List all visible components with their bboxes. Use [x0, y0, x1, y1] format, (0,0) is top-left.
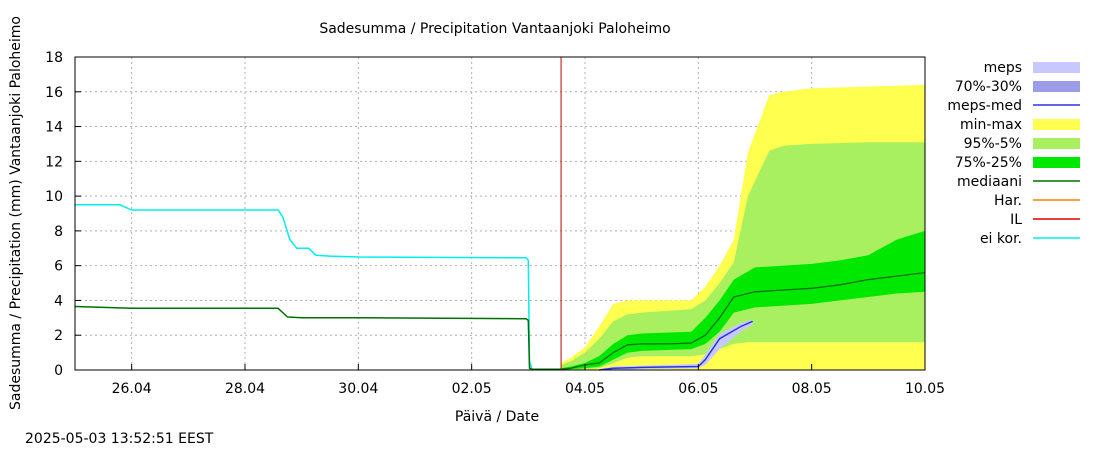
- x-tick-label: 08.05: [792, 381, 832, 397]
- band-meps: [599, 319, 753, 370]
- x-tick-label: 30.04: [338, 381, 378, 397]
- legend-swatch: [1033, 138, 1080, 149]
- legend: meps 70%-30% meps-med min-max 95%-5% 75%-25% m…: [947, 60, 1080, 247]
- legend-label: meps-med: [947, 98, 1022, 114]
- line-mediaani: [531, 271, 926, 370]
- y-tick-label: 14: [45, 120, 63, 136]
- x-tick-label: 26.04: [112, 381, 152, 397]
- y-tick-label: 12: [45, 154, 63, 170]
- band-95-5: [561, 142, 925, 370]
- y-tick-label: 6: [54, 259, 63, 275]
- legend-label: 95%-5%: [964, 136, 1022, 152]
- y-tick-label: 4: [54, 293, 63, 309]
- legend-swatch: [1033, 62, 1080, 73]
- legend-swatch: [1033, 157, 1080, 168]
- legend-label: meps: [984, 60, 1022, 76]
- x-tick-label: 04.05: [565, 381, 605, 397]
- legend-label: min-max: [960, 117, 1022, 133]
- y-axis-label: Sadesumma / Precipitation (mm) Vantaanjo…: [8, 16, 24, 410]
- legend-label: ei kor.: [980, 231, 1022, 247]
- timestamp: 2025-05-03 13:52:51 EEST: [25, 431, 214, 447]
- y-tick-label: 2: [54, 328, 63, 344]
- legend-label: 70%-30%: [955, 79, 1022, 95]
- band-75-25: [561, 230, 925, 370]
- legend-swatch: [1033, 119, 1080, 130]
- x-tick-label: 10.05: [905, 381, 945, 397]
- x-tick-label: 06.05: [678, 381, 718, 397]
- y-tick-label: 18: [45, 50, 63, 66]
- x-axis-ticks: 26.04 28.04 30.04 02.05 04.05 06.05 08.05 10.05: [112, 364, 945, 397]
- y-tick-label: 8: [54, 224, 63, 240]
- y-tick-label: 16: [45, 85, 63, 101]
- x-tick-label: 28.04: [225, 381, 265, 397]
- line-ei-kor: [75, 204, 534, 371]
- forecast-bands: [561, 84, 925, 371]
- y-axis-ticks: 0 2 4 6 8 10 12 14 16 18: [45, 50, 81, 379]
- legend-swatch: [1033, 81, 1080, 92]
- legend-label: 75%-25%: [955, 155, 1022, 171]
- legend-label: Har.: [994, 193, 1022, 209]
- line-mediaani-observed: [74, 305, 533, 370]
- series-lines: [74, 204, 926, 371]
- line-meps-med: [599, 320, 753, 371]
- plot-frame: [74, 56, 926, 371]
- y-tick-label: 10: [45, 189, 63, 205]
- chart-title: Sadesumma / Precipitation Vantaanjoki Pa…: [319, 21, 670, 37]
- x-tick-label: 02.05: [452, 381, 492, 397]
- legend-label: IL: [1010, 212, 1022, 228]
- legend-label: mediaani: [957, 174, 1022, 190]
- y-tick-label: 0: [54, 363, 63, 379]
- x-axis-label: Päivä / Date: [455, 409, 539, 425]
